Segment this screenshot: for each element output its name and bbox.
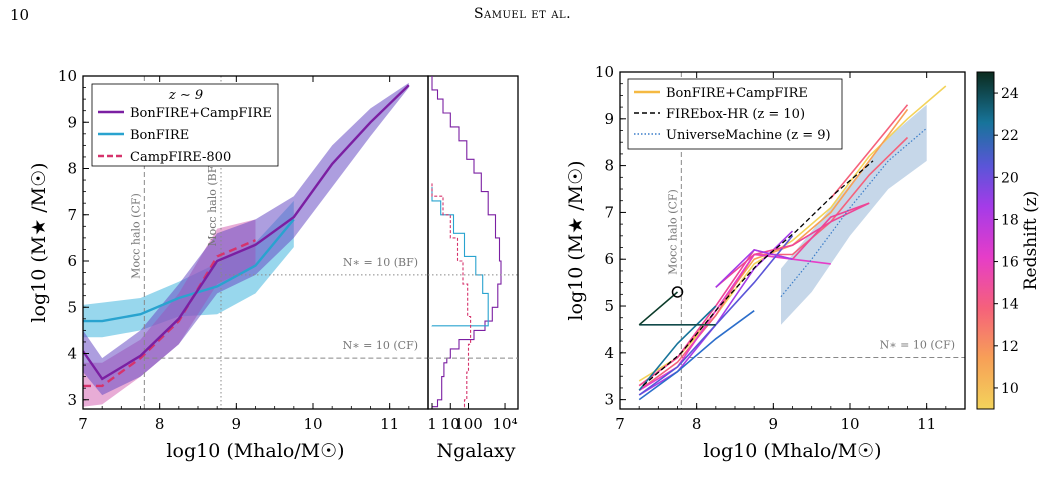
left-ytick-label: 9 xyxy=(67,113,77,131)
band-bonfire-campfire xyxy=(83,82,409,396)
left-plot-area xyxy=(83,76,410,409)
right-ytick-label: 4 xyxy=(604,344,614,362)
hline-label: N∗ = 10 (CF) xyxy=(343,339,418,352)
hist-xtick-label: 100 xyxy=(454,415,483,433)
left-legend-box xyxy=(91,83,279,167)
right-legend-label: FIREbox-HR (z = 10) xyxy=(666,107,805,122)
redshift-track xyxy=(638,310,755,401)
right-xtick-label: 9 xyxy=(769,415,779,433)
colorbar-tick-label: 22 xyxy=(1001,128,1019,144)
left-ylabel: log10 (M★ /M☉) xyxy=(28,162,50,322)
vline-label: Mocc halo (BF) xyxy=(206,161,219,246)
left-legend-label: BonFIRE xyxy=(130,128,189,143)
right-ytick-label: 7 xyxy=(604,203,614,221)
right-ytick-label: 10 xyxy=(595,63,614,81)
left-ytick-label: 3 xyxy=(67,391,77,409)
right-chart: Mocc halo (CF) N∗ = 10 (CF) 7 8 9 10 11 3 4 5 6 7 8 9… xyxy=(565,63,1041,462)
left-xtick-label: 7 xyxy=(78,415,88,433)
redshift-track xyxy=(638,291,679,326)
right-ytick-label: 9 xyxy=(604,110,614,128)
colorbar-tick-label: 14 xyxy=(1001,297,1019,313)
left-ytick-label: 6 xyxy=(67,252,77,270)
right-ylabel: log10 (M★ /M☉) xyxy=(565,160,587,320)
right-legend-label: UniverseMachine (z = 9) xyxy=(666,128,831,143)
firebox-line xyxy=(642,160,874,387)
left-legend-label: CampFIRE-800 xyxy=(130,150,231,165)
left-xtick-label: 9 xyxy=(232,415,242,433)
page-number: 10 xyxy=(10,6,30,24)
left-xtick-label: 8 xyxy=(155,415,165,433)
left-ytick-label: 7 xyxy=(67,206,77,224)
hline-label: N∗ = 10 (BF) xyxy=(343,256,418,269)
hist-step-campfire xyxy=(431,182,472,408)
hist-xtick-label: 10 xyxy=(441,415,460,433)
colorbar-tick-label: 16 xyxy=(1001,255,1019,271)
hist-frame xyxy=(427,75,519,410)
right-xtick-label: 7 xyxy=(615,415,625,433)
left-xtick-label: 11 xyxy=(380,415,399,433)
left-xtick-label: 10 xyxy=(303,415,322,433)
band-bonfire xyxy=(83,200,294,338)
left-legend-title: z ∼ 9 xyxy=(168,88,203,103)
right-ytick-label: 5 xyxy=(604,297,614,315)
vline-label: Mocc halo (CF) xyxy=(129,193,142,279)
right-xtick-label: 8 xyxy=(692,415,702,433)
left-ytick-label: 5 xyxy=(67,298,77,316)
redshift-track xyxy=(715,249,793,288)
hline-label: N∗ = 10 (CF) xyxy=(880,339,955,352)
left-chart: Mocc halo (CF) Mocc halo (BF) N∗ = 10 (BF)… xyxy=(28,67,429,462)
hist-xlabel: Ngalaxy xyxy=(437,440,516,462)
colorbar-tick-label: 10 xyxy=(1001,381,1019,397)
right-ytick-label: 8 xyxy=(604,157,614,175)
redshift-track xyxy=(638,85,947,382)
right-xtick-label: 11 xyxy=(917,415,936,433)
redshift-track xyxy=(638,108,909,387)
left-ytick-label: 10 xyxy=(58,67,77,85)
running-header: Samuel et al. xyxy=(473,6,572,22)
line-bonfire-campfire xyxy=(83,84,410,381)
line-campfire-800 xyxy=(83,239,256,388)
hist-step-bonfire xyxy=(431,187,489,327)
hist-step-bonfire-campfire xyxy=(431,76,502,408)
right-legend: BonFIRE+CampFIRE FIREbox-HR (z = 10) Unive… xyxy=(627,78,843,150)
hist-xtick-label: 10⁴ xyxy=(492,415,517,433)
line-bonfire xyxy=(83,218,295,323)
colorbar xyxy=(976,71,995,410)
colorbar-tick-label: 18 xyxy=(1001,212,1019,228)
left-legend-label: BonFIRE+CampFIRE xyxy=(130,106,272,121)
marker-circle xyxy=(671,286,684,298)
colorbar-tick-label: 20 xyxy=(1001,170,1019,186)
right-legend-box xyxy=(627,78,843,150)
vline-label: Mocc halo (CF) xyxy=(666,189,679,275)
colorbar-tick-label: 12 xyxy=(1001,339,1019,355)
redshift-track xyxy=(830,104,909,199)
right-ytick-label: 3 xyxy=(604,391,614,409)
right-xlabel: log10 (Mhalo/M☉) xyxy=(703,440,881,462)
colorbar-label: Redshift (z) xyxy=(1021,191,1041,291)
colorbar-tick-label: 24 xyxy=(1001,86,1019,102)
right-plot-area xyxy=(638,72,965,409)
right-xtick-label: 10 xyxy=(840,415,859,433)
universemachine-line xyxy=(780,127,928,298)
left-ytick-label: 4 xyxy=(67,345,77,363)
left-ytick-label: 8 xyxy=(67,160,77,178)
right-ytick-label: 6 xyxy=(604,250,614,268)
left-legend: z ∼ 9 BonFIRE+CampFIRE BonFIRE CampFIRE-800 xyxy=(91,83,279,167)
left-xlabel: log10 (Mhalo/M☉) xyxy=(166,440,344,462)
hist-xtick-label: 1 xyxy=(427,415,437,433)
right-legend-label: BonFIRE+CampFIRE xyxy=(666,86,808,101)
redshift-track xyxy=(638,305,717,391)
